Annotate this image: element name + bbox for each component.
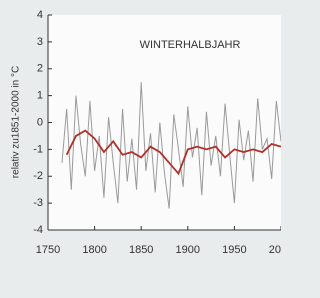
x-tick-label: 1950: [222, 244, 246, 256]
y-tick-label: -1: [33, 143, 43, 155]
y-tick-label: 4: [37, 9, 43, 21]
y-tick-label: -4: [33, 224, 43, 236]
y-axis-label: relativ zu1851-2000 in °C: [11, 66, 22, 178]
chart: WINTERHALBJAHR relativ zu1851-2000 in °C…: [0, 0, 281, 298]
y-tick-label: 0: [37, 116, 43, 128]
x-tick-label: 1800: [82, 244, 106, 256]
y-tick-label: -3: [33, 197, 43, 209]
y-tick-label: 1: [37, 90, 43, 102]
y-tick-label: 2: [37, 63, 43, 75]
page: {"chart_data": {"type": "line", "title":…: [0, 0, 320, 298]
x-tick-label: 1750: [36, 244, 60, 256]
x-tick-label: 2000: [269, 244, 281, 256]
y-tick-label: -2: [33, 170, 43, 182]
chart-title: WINTERHALBJAHR: [140, 39, 241, 51]
x-tick-label: 1900: [176, 244, 200, 256]
x-tick-label: 1850: [129, 244, 153, 256]
y-tick-label: 3: [37, 36, 43, 48]
